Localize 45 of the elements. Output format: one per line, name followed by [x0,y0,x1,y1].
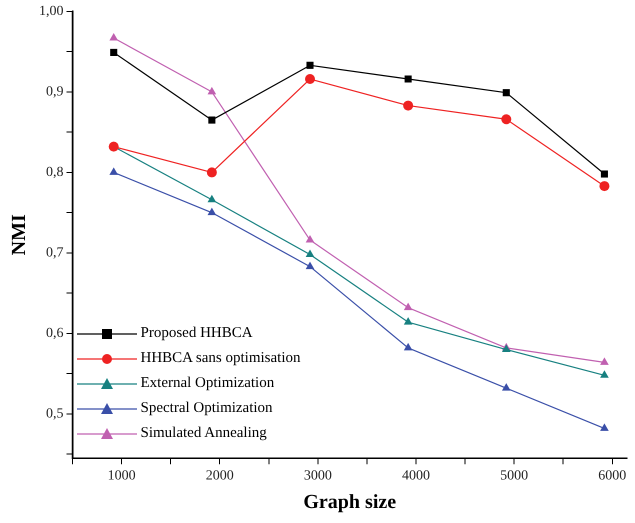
y-tick-label: 0,6 [46,326,64,342]
point [403,100,414,111]
point [110,48,118,56]
x-tick-label: 4000 [402,468,430,484]
point [502,89,510,96]
point [108,142,119,152]
point [306,235,314,243]
point [501,114,512,124]
y-tick-label: 0,7 [46,246,64,261]
point [208,208,216,216]
point [600,370,609,378]
point [208,194,216,202]
legend-label: Spectral Optimization [140,399,273,418]
point [600,357,609,365]
x-tick-label: 3000 [304,468,332,484]
point [305,74,316,84]
point [306,62,314,69]
point [599,181,610,192]
x-tick-label: 6000 [598,468,626,484]
x-tick-label: 5000 [500,468,528,484]
x-tick-label: 2000 [206,468,234,484]
point [404,317,412,325]
legend-label: Proposed HHBCA [140,324,253,344]
point [404,302,412,310]
point [109,167,118,175]
y-tick-label: 0,9 [46,84,64,100]
point [306,250,314,258]
point [208,86,216,94]
point [404,342,412,350]
legend-label: External Optimization [140,374,274,394]
point [404,75,412,83]
point [208,116,216,124]
point [206,167,217,178]
point [306,262,314,270]
x-tick-label: 1000 [108,468,136,484]
y-axis-title: NMI [8,214,30,256]
point [502,383,511,391]
point [600,423,609,431]
x-axis-title: Graph size [303,491,396,514]
y-tick-label: 1,00 [39,4,64,20]
legend-label: Simulated Annealing [140,424,267,444]
y-tick-label: 0,8 [46,165,64,180]
point [600,170,608,178]
legend-label: HHBCA sans optimisation [140,349,301,368]
y-tick-label: 0,5 [46,406,64,422]
